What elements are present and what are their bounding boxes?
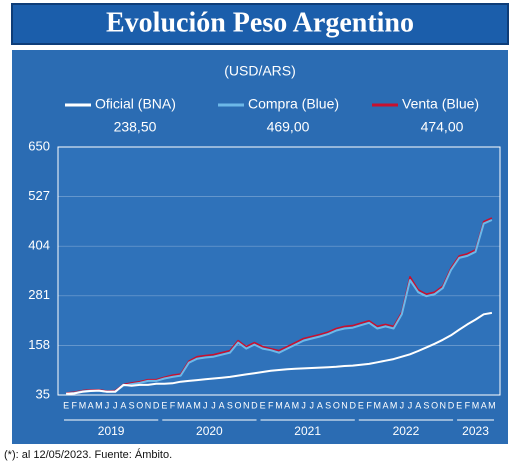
x-tick-label: F (268, 400, 274, 410)
year-label: 2021 (294, 424, 321, 438)
x-tick-label: D (448, 400, 455, 410)
x-tick-label: N (145, 400, 152, 410)
x-tick-label: M (275, 400, 283, 410)
x-tick-label: E (456, 400, 462, 410)
series-line (66, 311, 493, 395)
x-tick-label: J (310, 400, 315, 410)
subtitle: (USD/ARS) (224, 63, 296, 79)
x-tick-label: D (153, 400, 160, 410)
x-tick-label: J (408, 400, 413, 410)
x-tick-label: S (227, 400, 233, 410)
x-tick-label: O (136, 400, 143, 410)
legend-value: 474,00 (421, 119, 464, 135)
x-tick-label: J (105, 400, 110, 410)
x-tick-label: A (415, 400, 421, 410)
x-tick-label: N (440, 400, 447, 410)
year-label: 2020 (196, 424, 223, 438)
x-tick-label: F (170, 400, 176, 410)
legend-value: 469,00 (267, 119, 310, 135)
title-box (11, 3, 509, 45)
x-tick-label: J (211, 400, 216, 410)
x-tick-label: M (488, 400, 496, 410)
x-tick-label: S (325, 400, 331, 410)
x-tick-label: O (333, 400, 340, 410)
x-tick-label: D (251, 400, 258, 410)
legend-label: Compra (Blue) (248, 96, 339, 112)
x-tick-label: N (243, 400, 250, 410)
x-tick-label: M (79, 400, 87, 410)
y-tick-label: 281 (28, 287, 50, 302)
plot-area (57, 146, 501, 396)
legend-label: Venta (Blue) (402, 96, 479, 112)
x-tick-label: J (203, 400, 208, 410)
x-tick-label: F (366, 400, 372, 410)
legend-value: 238,50 (114, 119, 157, 135)
x-tick-label: N (341, 400, 348, 410)
chart-title: Evolución Peso Argentino (106, 7, 414, 38)
x-tick-label: E (161, 400, 167, 410)
x-tick-label: E (63, 400, 69, 410)
x-tick-label: M (472, 400, 480, 410)
year-label: 2023 (462, 424, 489, 438)
y-tick-label: 158 (28, 337, 50, 352)
footnote: (*): al 12/05/2023. Fuente: Ámbito. (4, 448, 172, 461)
x-tick-label: J (400, 400, 405, 410)
x-tick-label: J (113, 400, 118, 410)
legend-label: Oficial (BNA) (95, 96, 176, 112)
x-tick-label: A (186, 400, 192, 410)
x-tick-label: A (120, 400, 126, 410)
x-tick-label: M (374, 400, 382, 410)
x-tick-label: A (382, 400, 388, 410)
x-tick-label: S (129, 400, 135, 410)
year-label: 2019 (98, 424, 125, 438)
y-tick-label: 527 (28, 188, 50, 203)
x-tick-label: M (95, 400, 103, 410)
x-tick-label: O (431, 400, 438, 410)
x-tick-label: M (292, 400, 300, 410)
x-tick-label: M (177, 400, 185, 410)
y-tick-label: 35 (36, 386, 50, 401)
x-tick-label: D (349, 400, 356, 410)
series-line (66, 219, 493, 395)
y-tick-label: 404 (28, 238, 50, 253)
x-tick-label: M (390, 400, 398, 410)
x-tick-label: A (284, 400, 290, 410)
x-tick-label: A (219, 400, 225, 410)
x-tick-label: S (423, 400, 429, 410)
x-tick-label: A (317, 400, 323, 410)
year-label: 2022 (393, 424, 420, 438)
x-tick-label: O (235, 400, 242, 410)
x-tick-label: A (88, 400, 94, 410)
x-tick-label: M (193, 400, 201, 410)
x-tick-label: A (481, 400, 487, 410)
x-tick-label: F (72, 400, 78, 410)
series-line (66, 217, 493, 394)
x-tick-label: F (465, 400, 471, 410)
x-tick-label: E (260, 400, 266, 410)
x-tick-label: E (358, 400, 364, 410)
y-tick-label: 650 (28, 138, 50, 153)
x-tick-label: J (301, 400, 306, 410)
